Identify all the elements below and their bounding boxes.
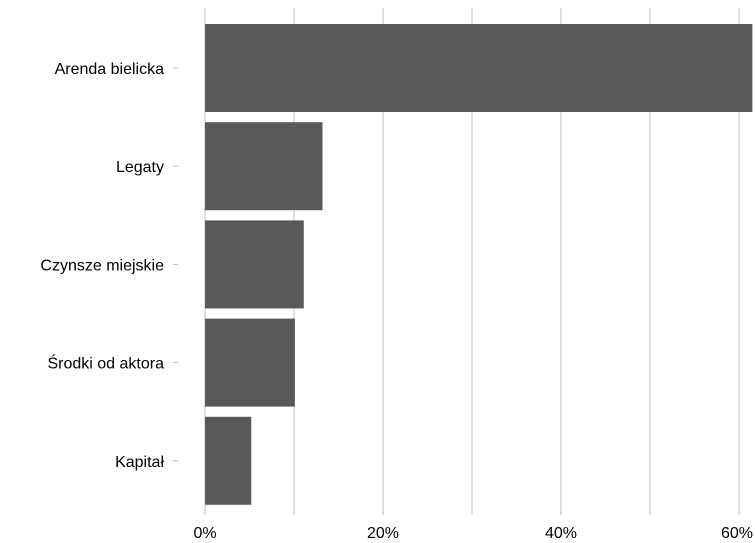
bar-3 xyxy=(205,318,295,407)
x-tick-label: 40% xyxy=(545,525,577,542)
x-axis-tick-labels: 0% 20% 40% 60% xyxy=(193,525,753,542)
bar-0 xyxy=(205,24,753,112)
category-label: Środki od aktora xyxy=(47,354,164,373)
category-label: Legaty xyxy=(116,159,164,176)
category-label: Kapitał xyxy=(115,454,164,471)
category-labels: Arenda bielicka Legaty Czynsze miejskie Śro… xyxy=(40,61,178,471)
category-label: Czynsze miejskie xyxy=(40,257,164,274)
bars xyxy=(205,24,753,505)
category-label: Arenda bielicka xyxy=(55,61,165,78)
x-tick-label: 20% xyxy=(367,525,399,542)
x-tick-label: 60% xyxy=(721,525,753,542)
bar-1 xyxy=(205,122,323,211)
x-tick-label: 0% xyxy=(193,525,216,542)
bar-4 xyxy=(205,416,252,505)
bar-2 xyxy=(205,220,304,309)
